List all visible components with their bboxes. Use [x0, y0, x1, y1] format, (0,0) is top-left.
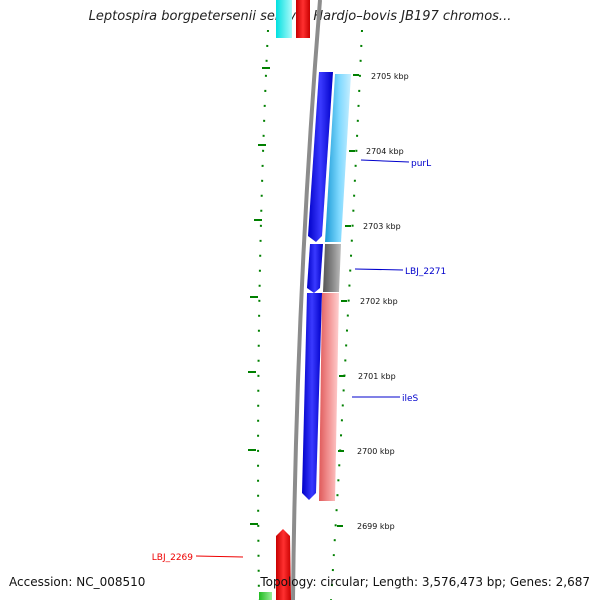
- gene-purL-forward[interactable]: [308, 72, 333, 242]
- gene-label-purL[interactable]: purL: [411, 159, 431, 169]
- gene-label-LBJ_2271[interactable]: LBJ_2271: [405, 267, 446, 277]
- gene-ileS-forward[interactable]: [302, 293, 322, 500]
- accession-text: Accession: NC_008510: [9, 575, 146, 589]
- topology-summary: Topology: circular; Length: 3,576,473 bp…: [260, 575, 590, 589]
- gc-track-outer: [330, 29, 363, 600]
- gene-LBJ_2271-reverse[interactable]: [323, 244, 341, 292]
- gene-LBJ_2271-forward[interactable]: [307, 244, 323, 293]
- gene-LBJ_2269[interactable]: [276, 529, 291, 600]
- tick-label-2700: 2700 kbp: [357, 447, 395, 456]
- gene-label-ileS[interactable]: ileS: [402, 394, 419, 404]
- gene-top-red[interactable]: [296, 0, 310, 38]
- gene-label-LBJ_2269[interactable]: LBJ_2269: [152, 553, 194, 563]
- leader-LBJ_2271: [354, 268, 404, 271]
- gene-ileS-reverse[interactable]: [319, 293, 339, 501]
- gene-purL-reverse[interactable]: [325, 74, 351, 242]
- tick-label-2704: 2704 kbp: [366, 147, 404, 156]
- tick-label-2705: 2705 kbp: [371, 72, 409, 81]
- scale-ticks: [337, 74, 359, 527]
- tick-label-2699: 2699 kbp: [357, 522, 395, 531]
- tick-label-2701: 2701 kbp: [358, 372, 396, 381]
- leader-purL: [360, 159, 410, 163]
- gene-bottom-green[interactable]: [259, 592, 272, 600]
- chromosome-backbone: [291, 0, 322, 600]
- leader-LBJ_2269: [195, 555, 244, 558]
- gc-dashes: [248, 67, 270, 525]
- tick-label-2702: 2702 kbp: [360, 297, 398, 306]
- tick-label-2703: 2703 kbp: [363, 222, 401, 231]
- gene-top-cyan[interactable]: [276, 0, 292, 38]
- gc-track-inner: [257, 29, 269, 600]
